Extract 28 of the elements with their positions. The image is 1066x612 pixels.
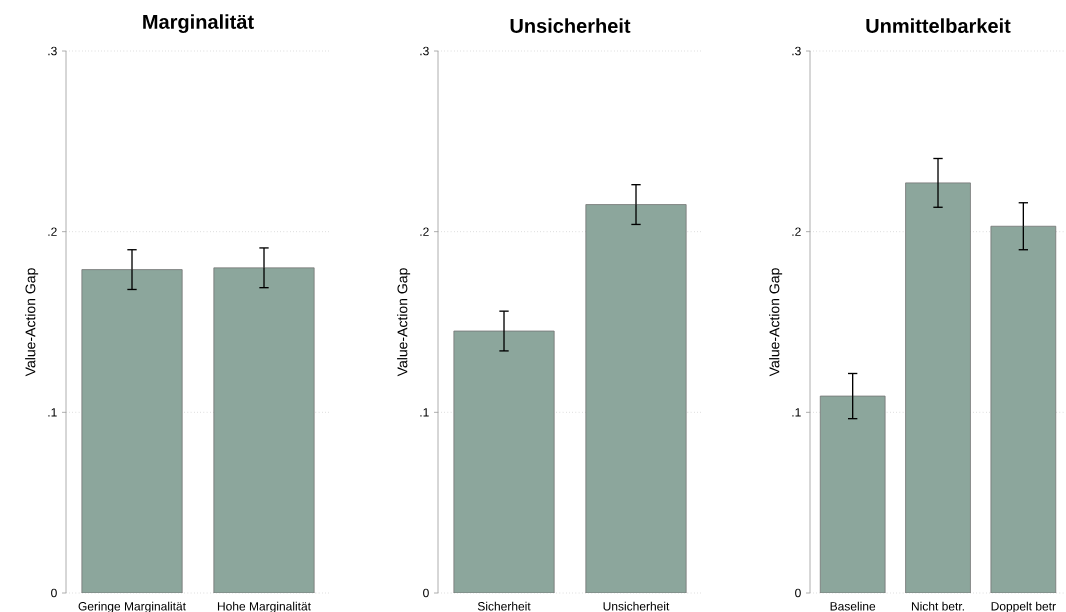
y-tick-label: 0	[51, 588, 57, 598]
y-axis-title: Value-Action Gap	[769, 268, 783, 377]
bar	[820, 396, 886, 593]
y-axis-title: Value-Action Gap	[397, 268, 411, 377]
y-axis-title: Value-Action Gap	[25, 268, 39, 377]
y-tick-label: 0	[423, 588, 429, 598]
x-tick-label: Unsicherheit	[603, 601, 670, 611]
x-tick-label: Nicht betr.	[911, 601, 964, 611]
bar	[990, 225, 1057, 593]
chart-title: Marginalität	[143, 14, 254, 33]
x-tick-label: Doppelt betr	[991, 601, 1056, 612]
y-tick-label: .3	[792, 46, 801, 56]
x-tick-label: Baseline	[830, 601, 876, 611]
x-tick-label: Geringe Marginalität	[78, 601, 186, 612]
chart-title: Unmittelbarkeit	[866, 18, 1011, 33]
chart-title: Unsicherheit	[510, 18, 631, 33]
y-tick-label: .1	[48, 408, 57, 417]
x-tick-label: Sicherheit	[477, 601, 531, 611]
y-tick-label: .1	[792, 408, 801, 417]
bar	[905, 182, 971, 593]
y-tick-label: 0	[795, 588, 801, 598]
y-tick-label: .1	[420, 408, 429, 417]
y-tick-label: .2	[48, 227, 57, 236]
y-tick-label: .2	[420, 227, 429, 236]
y-tick-label: .3	[420, 46, 429, 56]
y-tick-label: .2	[792, 227, 801, 236]
x-tick-label: Hohe Marginalität	[217, 601, 311, 612]
y-tick-label: .3	[48, 46, 57, 56]
